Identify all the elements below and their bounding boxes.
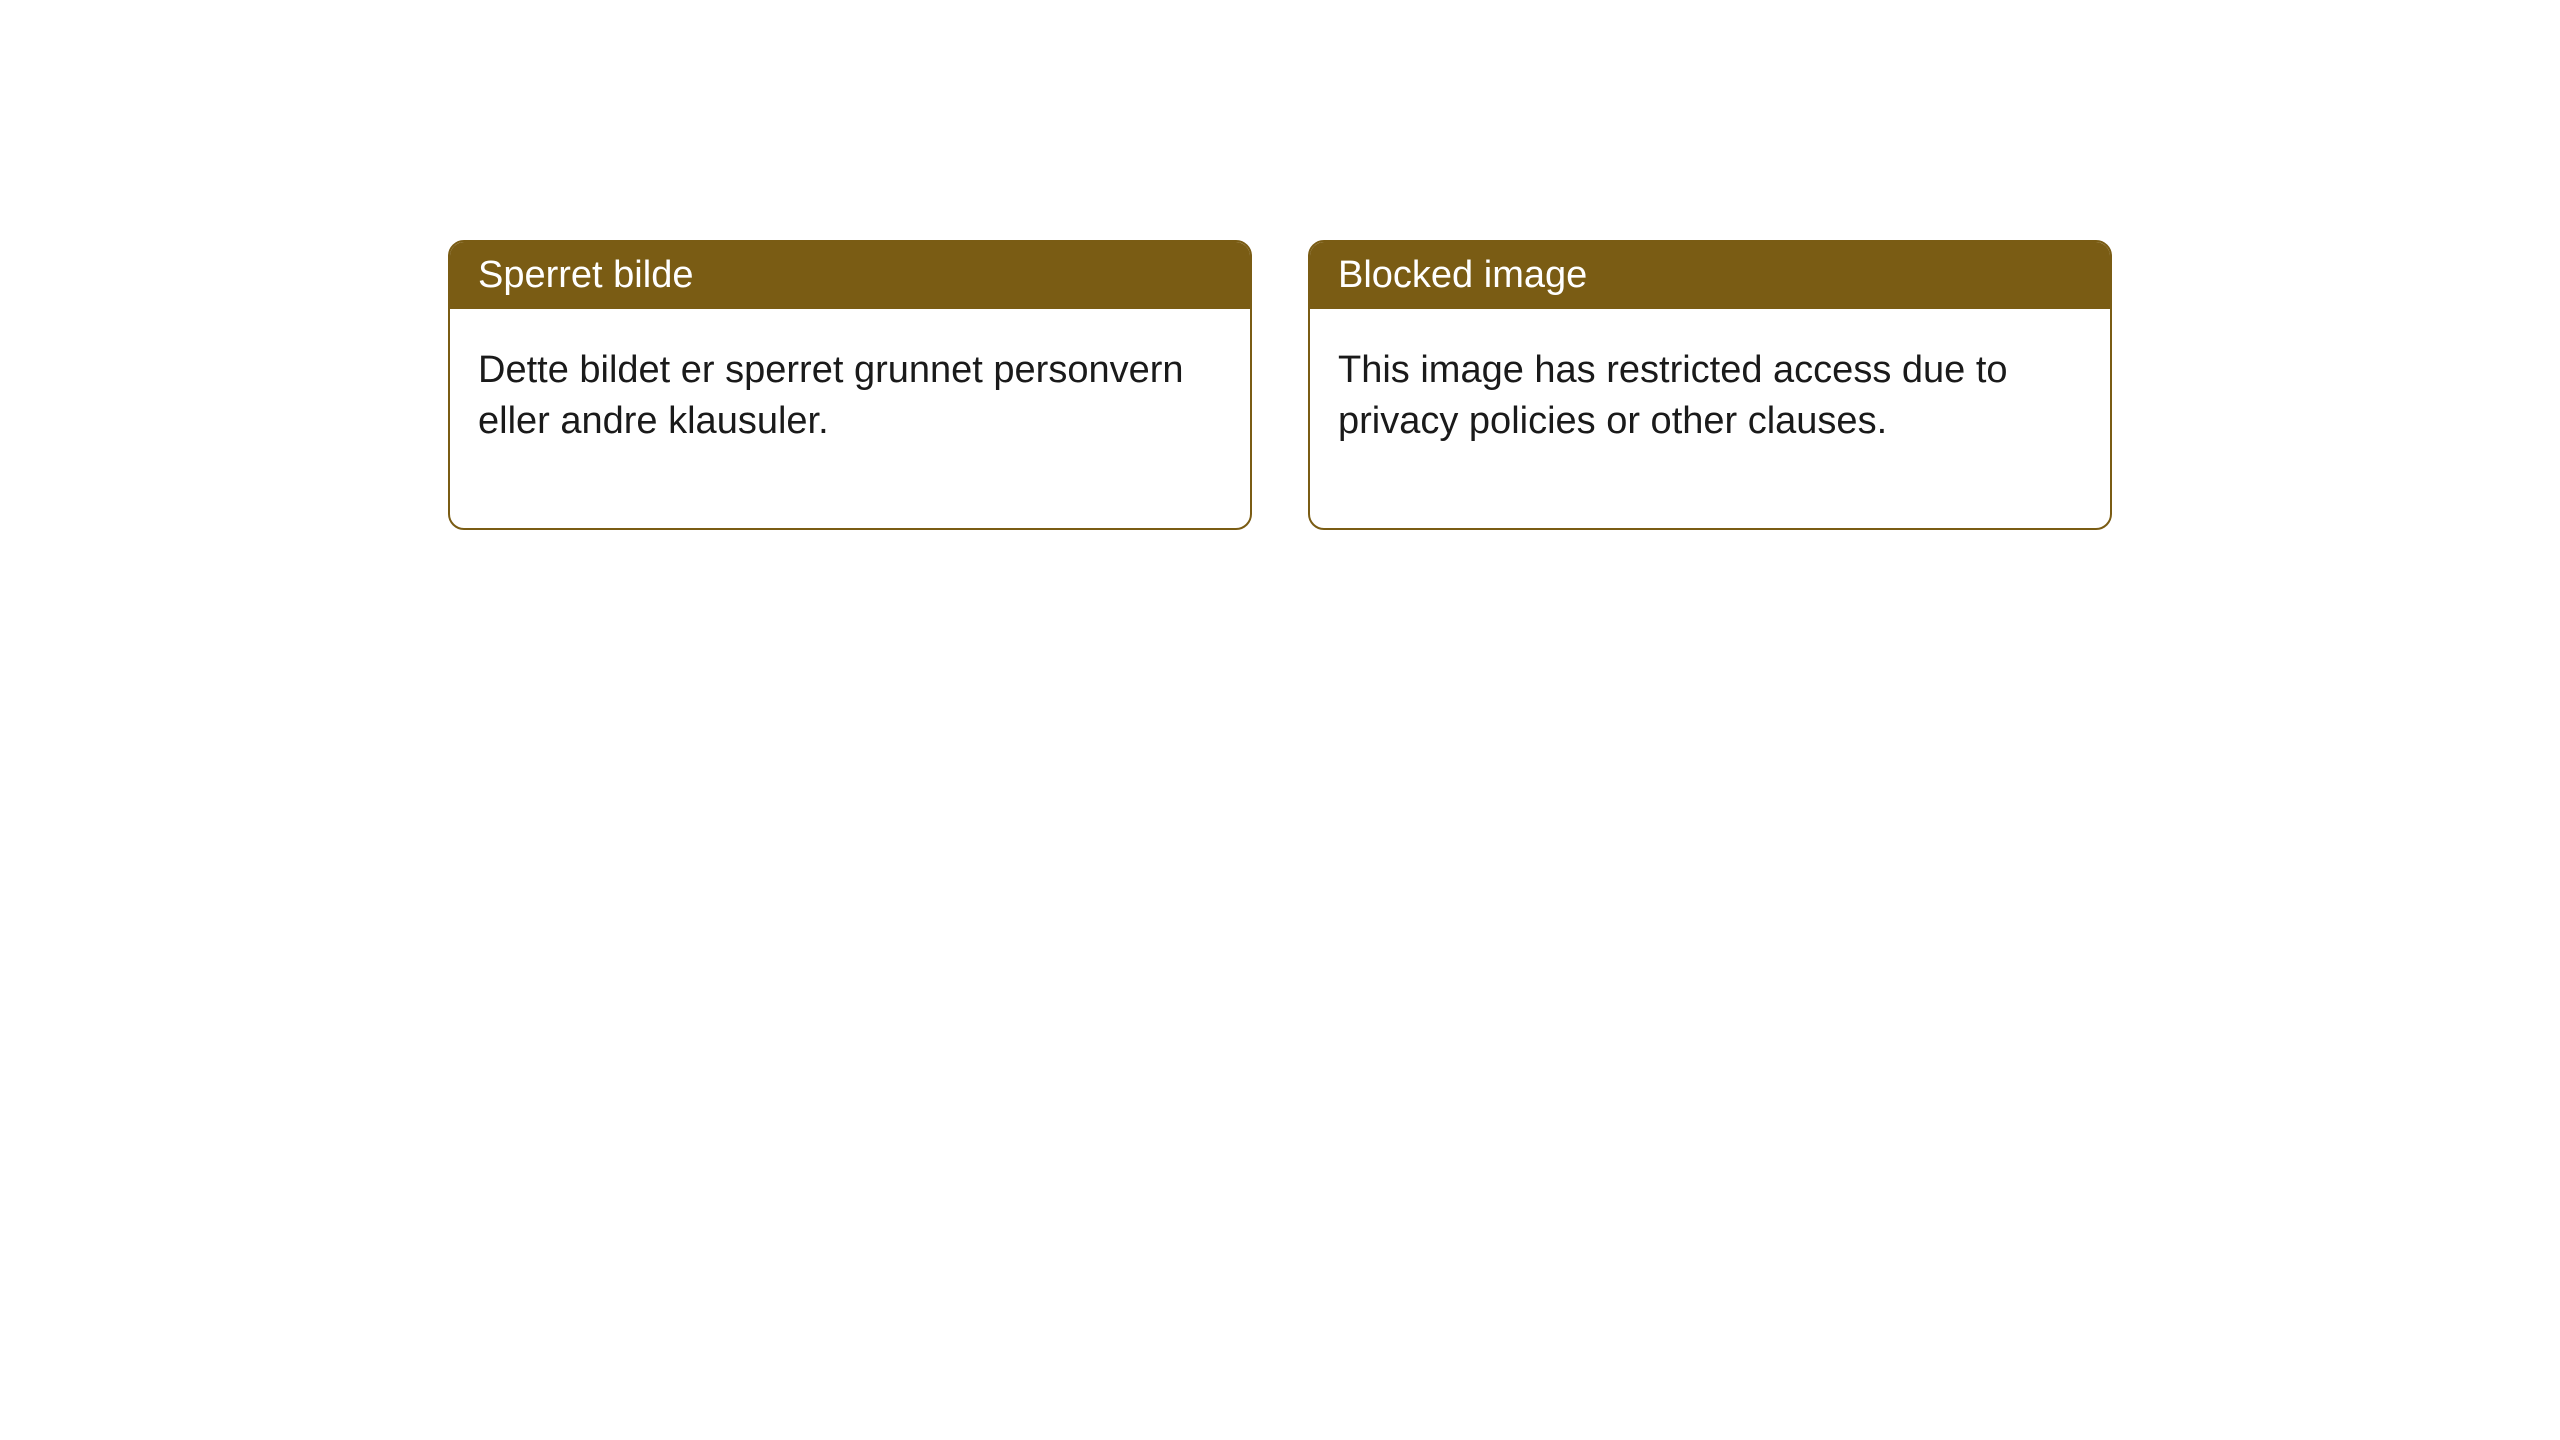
notice-card-english: Blocked image This image has restricted … <box>1308 240 2112 530</box>
notice-card-norwegian: Sperret bilde Dette bildet er sperret gr… <box>448 240 1252 530</box>
notice-header: Sperret bilde <box>450 242 1250 309</box>
notice-body: Dette bildet er sperret grunnet personve… <box>450 309 1250 528</box>
notice-header: Blocked image <box>1310 242 2110 309</box>
notice-cards-container: Sperret bilde Dette bildet er sperret gr… <box>448 240 2112 530</box>
notice-body: This image has restricted access due to … <box>1310 309 2110 528</box>
